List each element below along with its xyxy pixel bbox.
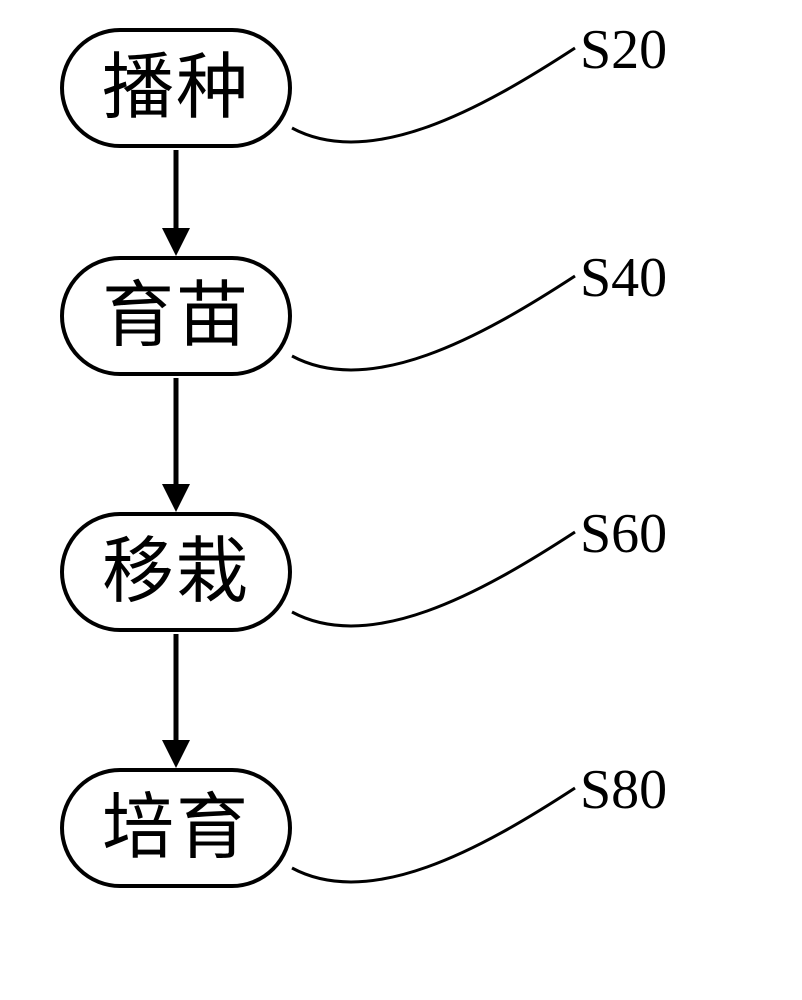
connector-s40	[292, 276, 575, 370]
arrowhead-2-3	[162, 484, 190, 512]
label-s60: S60	[580, 502, 667, 566]
label-s20: S20	[580, 18, 667, 82]
label-s80: S80	[580, 758, 667, 822]
arrowhead-1-2	[162, 228, 190, 256]
node-s40: 育苗	[60, 256, 292, 376]
node-s20-text: 播种	[102, 52, 250, 124]
connector-s60	[292, 532, 575, 626]
node-s40-text: 育苗	[102, 280, 250, 352]
node-s60: 移栽	[60, 512, 292, 632]
label-s40: S40	[580, 246, 667, 310]
node-s60-text: 移栽	[102, 536, 250, 608]
node-s80-text: 培育	[102, 792, 250, 864]
arrowhead-3-4	[162, 740, 190, 768]
node-s80: 培育	[60, 768, 292, 888]
connector-s80	[292, 788, 575, 882]
node-s20: 播种	[60, 28, 292, 148]
flowchart-canvas: 播种 S20 育苗 S40 移栽 S60 培育 S80	[0, 0, 802, 1000]
connector-s20	[292, 48, 575, 142]
